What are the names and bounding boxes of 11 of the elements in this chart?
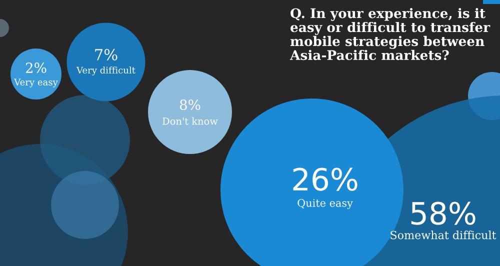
category-label: Don't know	[162, 117, 218, 125]
text: Q. In your experience, is it easy or difficult to transfer mobile strategies between Asia-Pacific markets?	[290, 8, 490, 60]
category-label: Very easy	[14, 78, 58, 88]
data-label: 58%	[411, 202, 476, 225]
data-label: 26%	[293, 168, 358, 191]
data-label: 8%	[180, 100, 200, 110]
data-label: 2%	[26, 62, 46, 74]
category-label: Somewhat difficult	[390, 230, 496, 240]
data-label: 7%	[95, 48, 118, 60]
category-label: Very difficult	[76, 66, 136, 76]
category-label: Quite easy	[298, 198, 353, 210]
